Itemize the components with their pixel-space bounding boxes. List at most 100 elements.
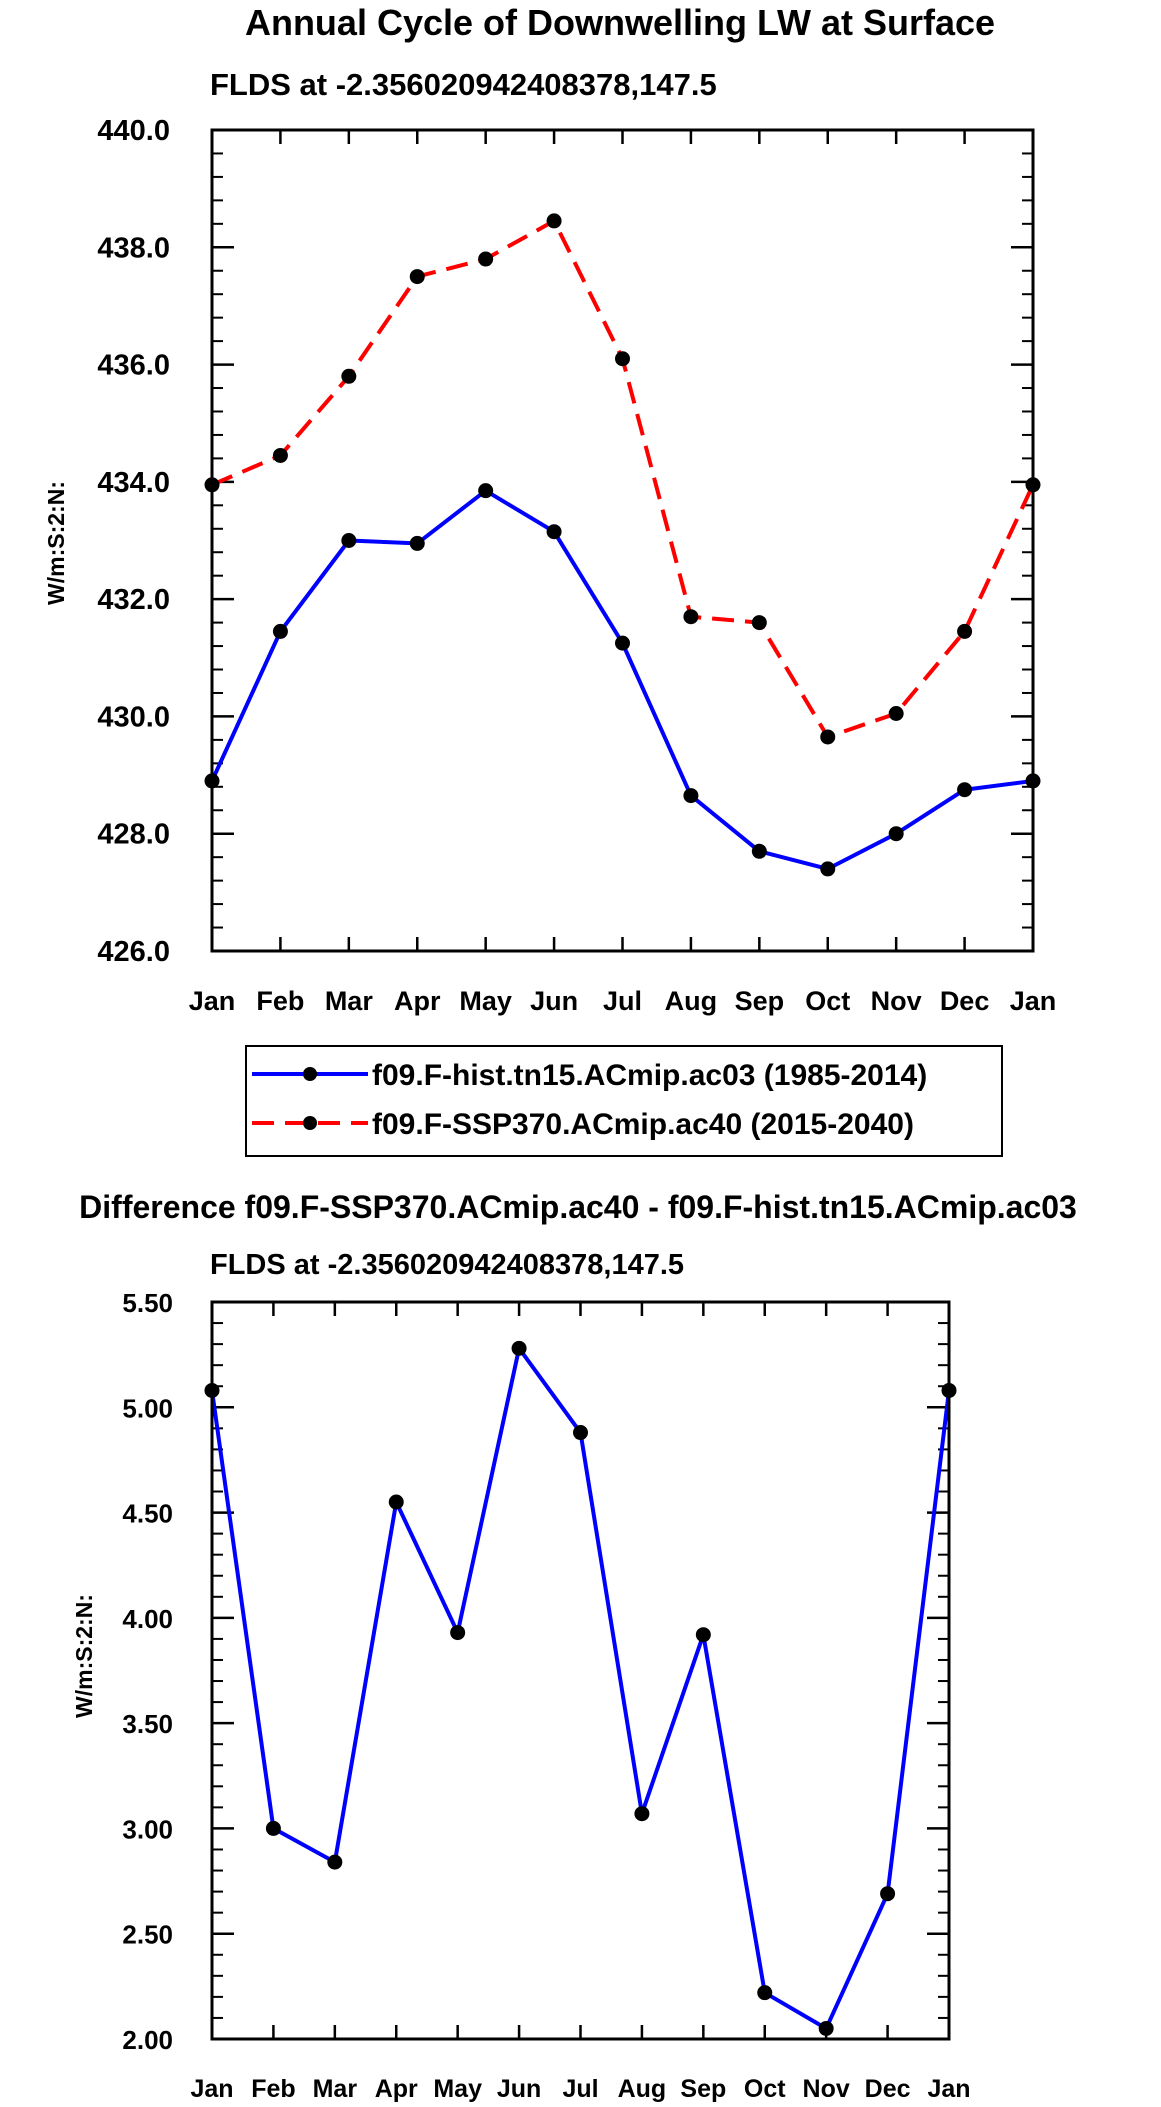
chart-1: Annual Cycle of Downwelling LW at Surfac… bbox=[43, 2, 1057, 1157]
x-tick-label: Mar bbox=[313, 2075, 358, 2103]
data-point bbox=[757, 1985, 773, 2001]
chart-1-y-tick-labels: 426.0 428.0 430.0 432.0 434.0 436.0 438.0 440.0 bbox=[97, 115, 170, 968]
y-tick-label: 4.00 bbox=[122, 1604, 173, 1634]
data-point bbox=[272, 623, 288, 639]
data-point bbox=[880, 1886, 896, 1902]
data-point bbox=[695, 1627, 711, 1643]
x-tick-label: Apr bbox=[375, 2075, 418, 2103]
y-tick-label: 428.0 bbox=[97, 819, 170, 851]
data-point bbox=[615, 351, 630, 367]
x-tick-label: Jun bbox=[530, 986, 578, 1016]
y-tick-label: 430.0 bbox=[97, 701, 170, 733]
x-tick-label: Mar bbox=[325, 986, 374, 1016]
x-tick-label: Apr bbox=[394, 986, 441, 1016]
series-line-0 bbox=[210, 488, 1034, 871]
legend-marker-hist bbox=[303, 1067, 317, 1081]
data-point bbox=[265, 1820, 281, 1836]
x-tick-label: May bbox=[459, 986, 512, 1016]
x-tick-label: Jan bbox=[190, 2075, 233, 2103]
x-tick-label: Jan bbox=[189, 986, 236, 1016]
y-tick-label: 426.0 bbox=[97, 936, 170, 968]
chart-1-subtitle: FLDS at -2.356020942408378,147.5 bbox=[210, 67, 717, 102]
x-tick-label: Jun bbox=[497, 2075, 541, 2103]
y-tick-label: 438.0 bbox=[97, 232, 170, 264]
x-tick-label: Jul bbox=[603, 986, 642, 1016]
data-point bbox=[818, 2020, 834, 2036]
data-point bbox=[478, 251, 494, 267]
x-tick-label: Jan bbox=[927, 2075, 970, 2103]
data-point bbox=[683, 609, 699, 625]
data-point bbox=[327, 1854, 343, 1870]
chart-1-series bbox=[204, 213, 1041, 877]
x-tick-label: Nov bbox=[803, 2075, 850, 2103]
chart-1-legend: f09.F-hist.tn15.ACmip.ac03 (1985-2014) f… bbox=[245, 1045, 1003, 1157]
data-point bbox=[341, 368, 357, 384]
data-point bbox=[546, 524, 562, 540]
chart-2-y-tick-labels: 2.00 2.50 3.00 3.50 4.00 4.50 5.00 5.50 bbox=[122, 1288, 173, 2055]
data-point bbox=[683, 788, 699, 804]
x-tick-label: Oct bbox=[805, 986, 850, 1016]
chart-1-ticks bbox=[210, 128, 1035, 953]
chart-1-title: Annual Cycle of Downwelling LW at Surfac… bbox=[245, 2, 995, 43]
data-point bbox=[573, 1425, 588, 1441]
y-tick-label: 434.0 bbox=[97, 467, 170, 499]
data-point bbox=[546, 213, 562, 229]
data-point bbox=[615, 635, 630, 651]
y-tick-label: 4.50 bbox=[122, 1499, 173, 1529]
series-line-1 bbox=[211, 218, 1035, 739]
data-point bbox=[478, 483, 494, 499]
data-point bbox=[751, 615, 767, 631]
x-tick-label: Aug bbox=[618, 2075, 667, 2103]
chart-1-plot-frame bbox=[210, 128, 1035, 953]
chart-2-x-tick-labels: Jan Feb Mar Apr May Jun Jul Aug Sep Oct Nov Dec Jan bbox=[190, 2075, 970, 2103]
data-point bbox=[450, 1625, 466, 1641]
data-point bbox=[957, 782, 973, 798]
data-point bbox=[751, 843, 767, 859]
x-tick-label: May bbox=[433, 2075, 482, 2103]
data-point bbox=[511, 1340, 527, 1356]
legend-marker-ssp bbox=[303, 1116, 317, 1130]
legend-entry-ssp: f09.F-SSP370.ACmip.ac40 (2015-2040) bbox=[252, 1108, 914, 1141]
chart-2-plot-frame bbox=[210, 1300, 951, 2041]
legend-box bbox=[245, 1045, 1003, 1157]
chart-1-x-tick-labels: Jan Feb Mar Apr May Jun Jul Aug Sep Oct Nov Dec Jan bbox=[189, 986, 1057, 1016]
data-point bbox=[388, 1494, 404, 1510]
x-tick-label: Feb bbox=[251, 2075, 295, 2103]
y-tick-label: 2.00 bbox=[122, 2025, 173, 2055]
y-tick-label: 3.00 bbox=[122, 1814, 173, 1844]
x-tick-label: Nov bbox=[871, 986, 922, 1016]
data-point bbox=[820, 729, 836, 745]
x-tick-label: Sep bbox=[735, 986, 785, 1016]
data-point bbox=[820, 861, 836, 877]
x-tick-label: Aug bbox=[665, 986, 717, 1016]
legend-label-hist: f09.F-hist.tn15.ACmip.ac03 (1985-2014) bbox=[372, 1059, 927, 1092]
data-point bbox=[957, 623, 973, 639]
chart-1-y-axis-label: W/m:S:2:N: bbox=[43, 481, 69, 605]
data-point bbox=[341, 533, 357, 548]
data-point bbox=[888, 705, 904, 721]
x-tick-label: Sep bbox=[680, 2075, 726, 2103]
y-tick-label: 3.50 bbox=[122, 1709, 173, 1739]
series-line-0 bbox=[210, 1346, 951, 2031]
y-tick-label: 432.0 bbox=[97, 584, 170, 616]
data-point bbox=[272, 447, 288, 463]
data-point bbox=[409, 269, 425, 285]
legend-entry-hist: f09.F-hist.tn15.ACmip.ac03 (1985-2014) bbox=[252, 1059, 927, 1092]
data-point bbox=[409, 535, 425, 551]
x-tick-label: Jan bbox=[1010, 986, 1057, 1016]
x-tick-label: Jul bbox=[562, 2075, 598, 2103]
legend-label-ssp: f09.F-SSP370.ACmip.ac40 (2015-2040) bbox=[372, 1108, 914, 1141]
data-point bbox=[634, 1806, 650, 1822]
x-tick-label: Dec bbox=[865, 2075, 911, 2103]
x-tick-label: Feb bbox=[256, 986, 304, 1016]
chart-2-subtitle: FLDS at -2.356020942408378,147.5 bbox=[210, 1249, 684, 1281]
chart-2-y-axis-label: W/m:S:2:N: bbox=[71, 1594, 97, 1718]
y-tick-label: 436.0 bbox=[97, 350, 170, 382]
y-tick-label: 440.0 bbox=[97, 115, 170, 147]
x-tick-label: Dec bbox=[940, 986, 990, 1016]
x-tick-label: Oct bbox=[744, 2075, 786, 2103]
chart-2-ticks bbox=[210, 1300, 951, 2041]
y-tick-label: 2.50 bbox=[122, 1920, 173, 1950]
chart-2-series bbox=[204, 1340, 957, 2036]
